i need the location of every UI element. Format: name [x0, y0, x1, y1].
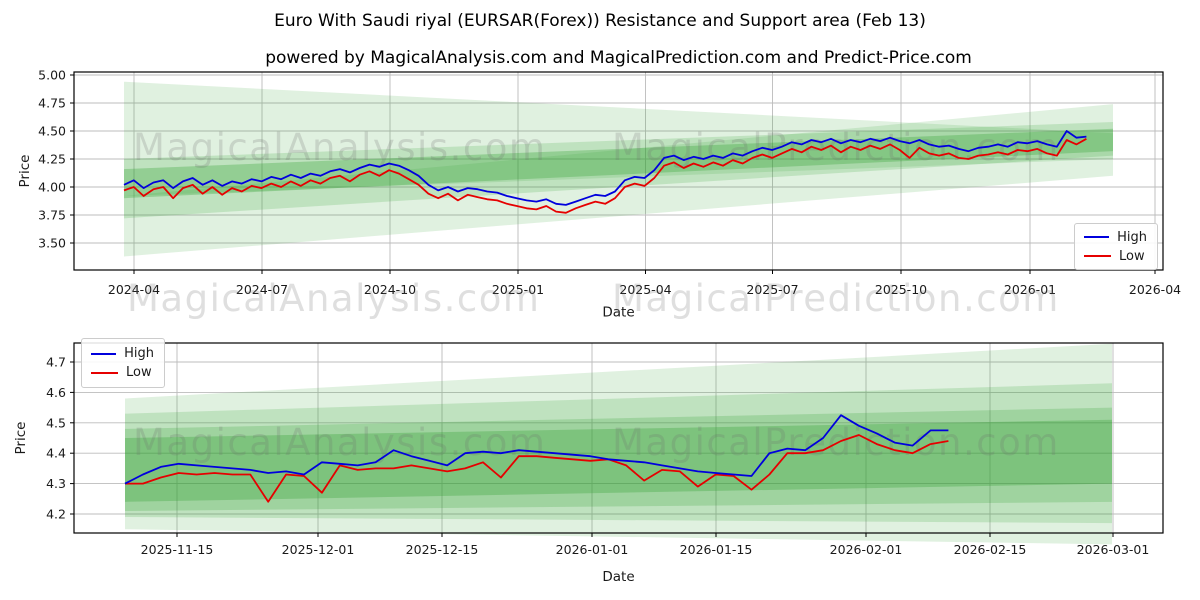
x-tick-label: 2025-07	[746, 282, 798, 297]
x-tick-label: 2025-04	[619, 282, 671, 297]
x-tick-label: 2026-01-01	[556, 542, 629, 557]
high-line-swatch	[91, 352, 117, 355]
x-tick-label: 2026-04	[1129, 282, 1181, 297]
x-tick-label: 2024-07	[236, 282, 288, 297]
gridlines	[74, 72, 1163, 270]
high-line-swatch	[1084, 236, 1110, 238]
watermark: MagicalAnalysis.com MagicalPrediction.com	[133, 421, 1060, 464]
support-resistance-bands	[124, 81, 1113, 257]
svg-text:MagicalAnalysis.com: MagicalAnalysis.com	[127, 277, 540, 320]
plot-border	[73, 71, 1164, 271]
svg-text:MagicalAnalysis.com: MagicalAnalysis.com	[133, 421, 546, 464]
svg-text:MagicalPrediction.com: MagicalPrediction.com	[612, 126, 1060, 169]
y-tick-label: 4.75	[38, 96, 66, 111]
x-axis-label: Date	[602, 305, 634, 321]
x-tick-label: 2025-12-15	[406, 542, 479, 557]
chart-title: Euro With Saudi riyal (EURSAR(Forex)) Re…	[274, 11, 926, 31]
y-axis-label: Price	[13, 422, 29, 455]
x-tick-label: 2026-01-15	[680, 542, 753, 557]
chart-subtitle: powered by MagicalAnalysis.com and Magic…	[265, 48, 972, 68]
y-tick-label: 4.7	[46, 355, 66, 370]
watermark-between-charts: MagicalAnalysis.com MagicalPrediction.com	[127, 277, 1060, 320]
x-tick-label: 2025-10	[875, 282, 927, 297]
svg-text:MagicalPrediction.com: MagicalPrediction.com	[612, 277, 1060, 320]
x-tick-label: 2026-03-01	[1077, 542, 1150, 557]
high-line	[123, 130, 1087, 206]
y-tick-label: 5.00	[38, 68, 66, 83]
legend-item-low: Low	[91, 366, 154, 379]
x-axis-label: Date	[602, 569, 634, 585]
y-tick-label: 4.6	[46, 385, 66, 400]
legend-label-high: High	[1117, 229, 1147, 245]
bottom-chart: MagicalAnalysis.com MagicalPrediction.com…	[13, 342, 1164, 585]
y-tick-label: 4.50	[38, 124, 66, 139]
x-tick-label: 2025-01	[492, 282, 544, 297]
svg-text:MagicalPrediction.com: MagicalPrediction.com	[612, 421, 1060, 464]
x-tick-label: 2025-11-15	[141, 542, 214, 557]
y-tick-label: 4.3	[46, 476, 66, 491]
watermark: MagicalAnalysis.com MagicalPrediction.com	[133, 126, 1060, 169]
band-mid-band-medium	[124, 122, 1113, 219]
legend-label-low: Low	[126, 365, 152, 380]
band-core-band-dark	[124, 128, 1113, 199]
high-line	[124, 414, 949, 485]
y-tick-label: 4.5	[46, 415, 66, 430]
top-chart: MagicalAnalysis.com MagicalPrediction.com…	[17, 68, 1181, 321]
axis-ticks: 5.00 4.75 4.50 4.25 4.00 3.75 3.50 2024-04 2024-…	[38, 68, 1181, 298]
x-tick-label: 2026-02-15	[954, 542, 1027, 557]
plot-border	[73, 342, 1164, 534]
legend-bottom-chart: High Low	[81, 338, 165, 388]
y-tick-label: 3.50	[38, 236, 66, 251]
band-mid-band-light	[125, 383, 1112, 524]
y-tick-label: 3.75	[38, 208, 66, 223]
band-support-fan-light	[124, 104, 1113, 257]
axis-ticks: 4.7 4.6 4.5 4.4 4.3 4.2 2025-11-15 2025-12-01 20…	[46, 355, 1149, 558]
band-resistance-fan-light	[124, 81, 1113, 196]
legend-item-high: High	[91, 347, 154, 360]
legend-item-low: Low	[1084, 250, 1147, 263]
y-tick-label: 4.00	[38, 180, 66, 195]
y-tick-label: 4.25	[38, 152, 66, 167]
y-tick-label: 4.4	[46, 446, 66, 461]
legend-label-low: Low	[1119, 248, 1145, 264]
x-tick-label: 2026-01	[1004, 282, 1056, 297]
band-outer-band-light	[125, 343, 1112, 545]
low-line-swatch	[91, 371, 118, 374]
low-line	[123, 138, 1087, 214]
low-line-swatch	[1084, 255, 1111, 257]
x-tick-label: 2024-04	[108, 282, 160, 297]
legend-top-chart: High Low	[1074, 223, 1158, 270]
low-line	[125, 434, 949, 503]
x-tick-label: 2025-12-01	[282, 542, 355, 557]
y-tick-label: 4.2	[46, 507, 66, 522]
legend-item-high: High	[1084, 231, 1147, 244]
svg-text:MagicalAnalysis.com: MagicalAnalysis.com	[133, 126, 546, 169]
legend-label-high: High	[124, 346, 154, 361]
y-axis-label: Price	[17, 155, 33, 188]
x-tick-label: 2026-02-01	[830, 542, 903, 557]
x-tick-label: 2024-10	[364, 282, 416, 297]
